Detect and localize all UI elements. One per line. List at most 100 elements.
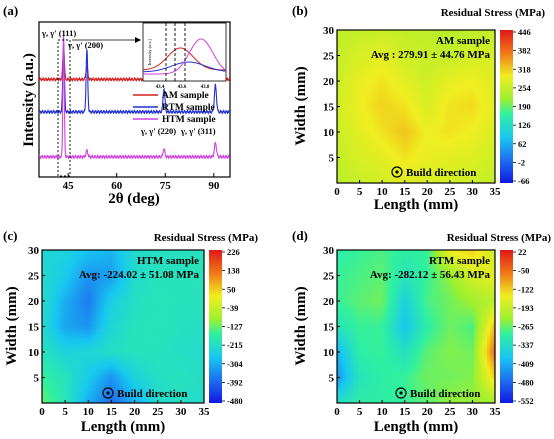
heatmap-cell bbox=[413, 83, 417, 87]
heatmap-cell bbox=[339, 70, 343, 74]
heatmap-cell bbox=[379, 37, 383, 41]
heatmap-cell bbox=[177, 257, 181, 261]
heatmap-cell bbox=[476, 83, 480, 87]
heatmap-cell bbox=[405, 162, 409, 166]
heatmap-cell bbox=[481, 139, 486, 143]
heatmap-cell bbox=[77, 303, 81, 307]
heatmap-cell bbox=[55, 252, 59, 256]
heatmap-cell bbox=[339, 35, 343, 39]
heatmap-cell bbox=[447, 50, 451, 54]
heatmap-cell bbox=[423, 86, 428, 90]
heatmap-cell bbox=[479, 103, 483, 108]
heatmap-cell bbox=[434, 55, 438, 59]
heatmap-cell bbox=[410, 88, 414, 92]
heatmap-cell bbox=[339, 75, 343, 80]
heatmap-cell bbox=[177, 265, 181, 269]
heatmap-cell bbox=[352, 119, 357, 123]
heatmap-cell bbox=[444, 154, 449, 159]
heatmap-cell bbox=[439, 101, 443, 105]
heatmap-cell bbox=[466, 81, 470, 85]
heatmap-cell bbox=[421, 170, 425, 174]
heatmap-cell bbox=[163, 252, 167, 256]
heatmap-cell bbox=[387, 88, 391, 92]
heatmap-cell bbox=[376, 157, 380, 161]
heatmap-cell bbox=[439, 81, 443, 85]
heatmap-cell bbox=[416, 144, 420, 148]
heatmap-cell bbox=[479, 165, 483, 169]
heatmap-cell bbox=[373, 177, 378, 182]
heatmap-cell bbox=[160, 265, 165, 269]
heatmap-cell bbox=[352, 154, 357, 159]
heatmap-cell bbox=[350, 170, 354, 174]
heatmap-cell bbox=[452, 114, 457, 118]
heatmap-cell bbox=[410, 147, 414, 151]
heatmap-cell bbox=[339, 139, 343, 143]
heatmap-cell bbox=[487, 101, 491, 105]
heatmap-cell bbox=[376, 35, 380, 39]
heatmap-cell bbox=[190, 283, 194, 287]
heatmap-cell bbox=[182, 260, 186, 264]
heatmap-cell bbox=[373, 93, 378, 97]
heatmap-cell bbox=[492, 42, 495, 46]
heatmap-cell bbox=[487, 111, 491, 115]
heatmap-cell bbox=[373, 60, 378, 64]
heatmap-cell bbox=[484, 68, 488, 72]
heatmap-cell bbox=[421, 121, 425, 125]
heatmap-cell bbox=[416, 124, 420, 128]
heatmap-cell bbox=[489, 42, 493, 46]
heatmap-cell bbox=[71, 255, 75, 259]
heatmap-cell bbox=[389, 45, 393, 49]
heatmap-cell bbox=[379, 175, 383, 179]
heatmap-cell bbox=[492, 103, 495, 108]
heatmap-cell bbox=[444, 52, 449, 57]
heatmap-cell bbox=[405, 32, 409, 36]
heatmap-cell bbox=[468, 129, 472, 133]
heatmap-cell bbox=[473, 134, 478, 138]
heatmap-cell bbox=[397, 93, 401, 97]
heatmap-cell bbox=[416, 75, 420, 80]
heatmap-cell bbox=[455, 147, 459, 151]
heatmap-cell bbox=[350, 65, 354, 69]
heatmap-cell bbox=[450, 63, 454, 67]
heatmap-cell bbox=[187, 285, 192, 289]
heatmap-cell bbox=[50, 280, 54, 284]
heatmap-cell bbox=[423, 152, 428, 156]
heatmap-cell bbox=[101, 278, 105, 282]
heatmap-cell bbox=[402, 58, 407, 62]
heatmap-cell bbox=[463, 137, 467, 141]
heatmap-cell bbox=[123, 265, 127, 269]
heatmap-cell bbox=[195, 257, 200, 261]
heatmap-cell bbox=[384, 78, 388, 82]
heatmap-cell bbox=[379, 126, 383, 131]
heatmap-cell bbox=[344, 167, 349, 171]
heatmap-cell bbox=[74, 252, 78, 256]
heatmap-cell bbox=[405, 50, 409, 54]
heatmap-cell bbox=[423, 32, 428, 36]
heatmap-cell bbox=[155, 278, 159, 282]
heatmap-cell bbox=[410, 50, 414, 54]
heatmap-cell bbox=[479, 177, 483, 182]
heatmap-cell bbox=[487, 114, 491, 118]
heatmap-cell bbox=[55, 278, 59, 282]
heatmap-cell bbox=[402, 129, 407, 133]
heatmap-cell bbox=[179, 290, 183, 294]
heatmap-cell bbox=[394, 83, 399, 87]
heatmap-cell bbox=[434, 114, 438, 118]
heatmap-cell bbox=[416, 154, 420, 159]
heatmap-cell bbox=[193, 262, 197, 266]
heatmap-cell bbox=[198, 270, 202, 274]
heatmap-cell bbox=[198, 257, 202, 261]
heatmap-cell bbox=[384, 154, 388, 159]
heatmap-cell bbox=[489, 103, 493, 108]
heatmap-cell bbox=[458, 137, 462, 141]
heatmap-cell bbox=[363, 144, 367, 148]
heatmap-cell bbox=[468, 119, 472, 123]
heatmap-cell bbox=[487, 132, 491, 136]
heatmap-cell bbox=[410, 175, 414, 179]
heatmap-cell bbox=[452, 126, 457, 131]
heatmap-cell bbox=[416, 111, 420, 115]
heatmap-cell bbox=[481, 68, 486, 72]
heatmap-cell bbox=[106, 272, 111, 277]
heatmap-cell bbox=[492, 83, 495, 87]
